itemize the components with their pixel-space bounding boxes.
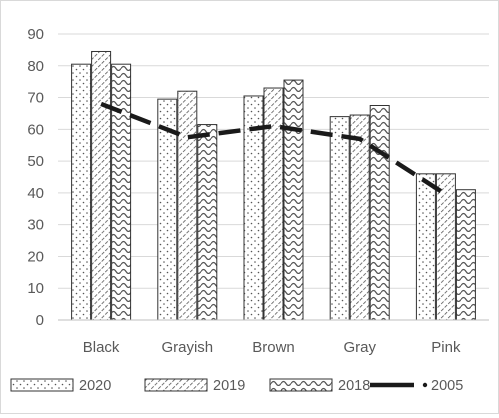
bar-2019-black — [91, 50, 112, 321]
bar-2020-gray — [329, 116, 350, 321]
x-tick-label: Pink — [431, 339, 461, 356]
x-tick-label: Grayish — [161, 339, 213, 356]
y-tick-label: 20 — [27, 248, 44, 265]
bar-2018-black — [111, 63, 132, 321]
y-tick-label: 50 — [27, 153, 44, 170]
legend-label: 2019 — [213, 378, 245, 394]
bar-2019-grayish — [177, 90, 198, 321]
y-tick-label: 80 — [27, 58, 44, 75]
bar-2019-pink — [435, 173, 456, 321]
legend-swatch — [10, 378, 74, 392]
legend: 2020 2019 2018 2005 — [10, 378, 463, 394]
y-tick-label: 90 — [27, 26, 44, 43]
y-tick-label: 30 — [27, 217, 44, 234]
y-tick-label: 10 — [27, 280, 44, 297]
legend-item-2005: 2005 — [370, 378, 463, 394]
bar-2018-gray — [369, 105, 390, 321]
line-2005 — [100, 101, 448, 197]
x-axis: Black Grayish Brown Gray Pink — [58, 319, 489, 356]
bar-2020-pink — [415, 173, 436, 321]
x-tick-label: Gray — [343, 339, 376, 356]
legend-item-2020: 2020 — [10, 378, 111, 394]
bars — [71, 50, 476, 321]
series-line-2005 — [100, 101, 448, 197]
bar-2018-grayish — [197, 124, 218, 321]
y-tick-label: 40 — [27, 185, 44, 202]
legend-label: 2018 — [338, 378, 370, 394]
legend-swatch — [269, 378, 333, 392]
legend-item-2019: 2019 — [144, 378, 245, 394]
bar-2018-pink — [455, 189, 476, 321]
y-tick-label: 0 — [36, 312, 44, 329]
bar-2019-brown — [263, 87, 284, 321]
bar-2020-black — [71, 63, 92, 321]
bar-2019-gray — [349, 114, 370, 321]
x-tick-label: Brown — [252, 339, 295, 356]
legend-item-2018: 2018 — [269, 378, 370, 394]
legend-label: 2020 — [79, 378, 111, 394]
bar-2018-brown — [283, 79, 304, 321]
y-tick-label: 60 — [27, 121, 44, 138]
y-axis: 0 10 20 30 40 50 60 70 80 90 — [27, 26, 44, 329]
x-tick-label: Black — [83, 339, 120, 356]
legend-label: 2005 — [431, 378, 463, 394]
legend-swatch-dot — [422, 382, 428, 388]
legend-swatch — [144, 378, 208, 392]
y-tick-label: 70 — [27, 90, 44, 107]
